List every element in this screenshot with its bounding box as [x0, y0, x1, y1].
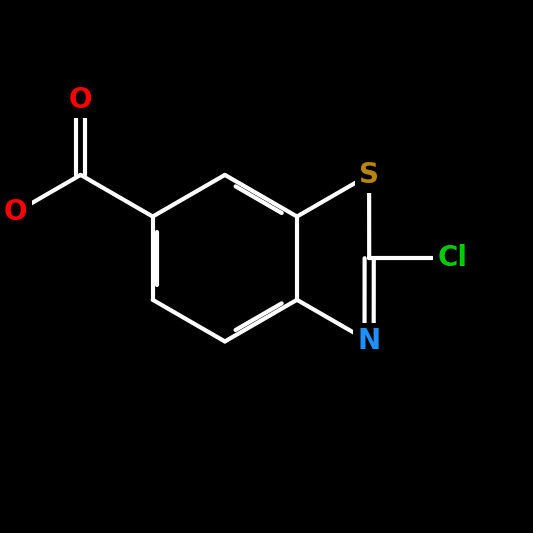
Text: O: O [4, 198, 28, 227]
Text: N: N [358, 327, 381, 356]
Text: O: O [69, 86, 92, 114]
Text: Cl: Cl [438, 244, 467, 272]
Text: S: S [359, 161, 379, 189]
